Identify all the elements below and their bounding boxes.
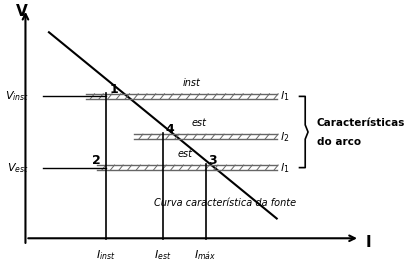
Text: $I_{est}$: $I_{est}$ [154, 248, 171, 262]
Text: $I_{m\acute{a}x}$: $I_{m\acute{a}x}$ [194, 248, 217, 262]
Text: V: V [16, 4, 28, 19]
Text: 1: 1 [110, 83, 118, 96]
Text: $l_1$: $l_1$ [280, 161, 289, 175]
Text: $l_2$: $l_2$ [280, 130, 289, 144]
Text: est: est [191, 118, 206, 128]
Text: $V_{est}$: $V_{est}$ [7, 161, 29, 175]
Text: Características: Características [316, 117, 405, 128]
Text: $V_{inst}$: $V_{inst}$ [5, 89, 29, 103]
Text: 2: 2 [92, 154, 100, 167]
Text: $l_1$: $l_1$ [280, 89, 289, 103]
Text: inst: inst [183, 78, 201, 88]
Text: I: I [366, 235, 371, 250]
Text: 4: 4 [166, 123, 174, 136]
Text: do arco: do arco [316, 136, 361, 147]
Text: est: est [177, 149, 192, 159]
Text: Curva característica da fonte: Curva característica da fonte [154, 198, 296, 208]
Text: $I_{inst}$: $I_{inst}$ [96, 248, 116, 262]
Text: 3: 3 [209, 154, 217, 167]
